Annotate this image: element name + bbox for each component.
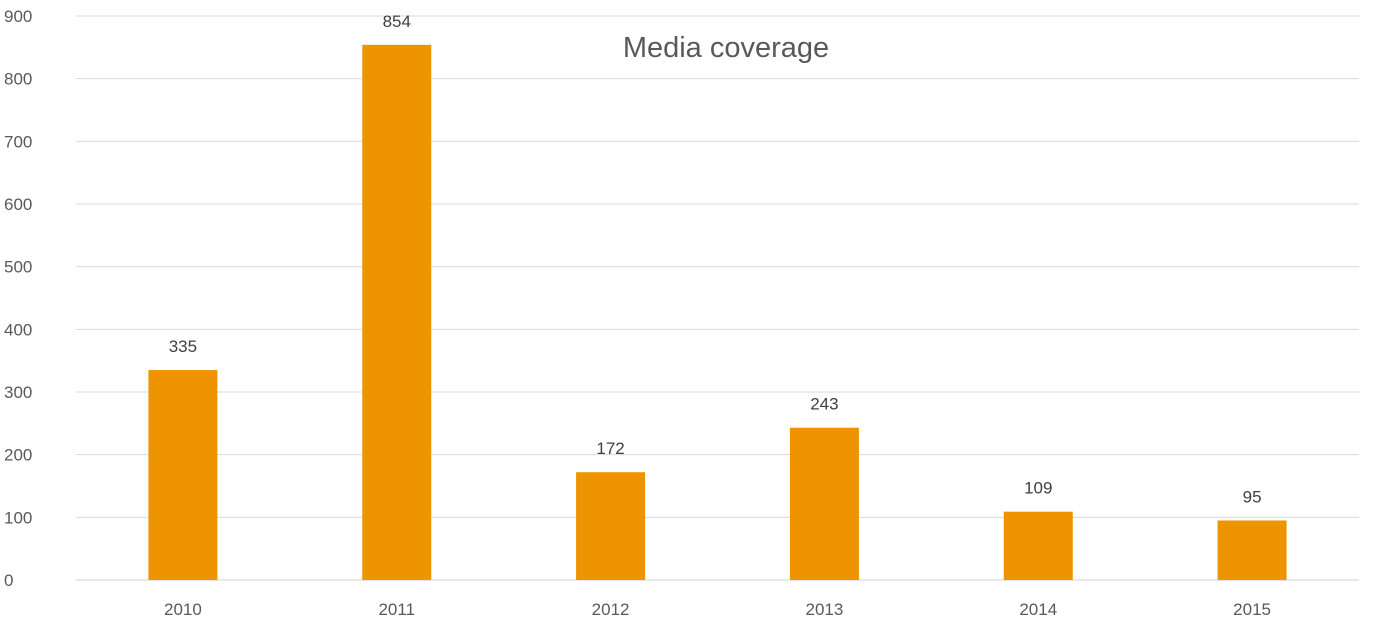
data-label-2014: 109 — [1024, 479, 1052, 498]
x-tick-label-2014: 2014 — [1019, 600, 1057, 619]
y-tick-label: 0 — [4, 571, 13, 590]
y-tick-label: 800 — [4, 70, 32, 89]
y-tick-label: 600 — [4, 195, 32, 214]
y-tick-label: 200 — [4, 446, 32, 465]
y-tick-label: 100 — [4, 508, 32, 527]
y-tick-label: 500 — [4, 258, 32, 277]
bar-2010 — [148, 370, 218, 580]
chart-title: Media coverage — [623, 32, 829, 64]
bar-2011 — [362, 44, 432, 581]
bar-2012 — [576, 472, 646, 580]
x-tick-label-2010: 2010 — [164, 600, 202, 619]
bar-2014 — [1003, 511, 1073, 580]
y-tick-label: 400 — [4, 320, 32, 339]
data-label-2015: 95 — [1243, 487, 1262, 506]
x-axis-ticks: 2010 2011 2012 2013 2014 2015 — [164, 600, 1271, 619]
data-label-2013: 243 — [810, 395, 838, 414]
data-labels: 335 854 172 243 109 95 — [169, 12, 1262, 507]
bar-2015 — [1217, 520, 1287, 580]
y-tick-label: 700 — [4, 132, 32, 151]
data-label-2011: 854 — [383, 12, 411, 31]
y-tick-label: 900 — [4, 7, 32, 26]
x-tick-label-2011: 2011 — [378, 600, 415, 619]
data-label-2010: 335 — [169, 337, 197, 356]
y-axis-ticks: 0 100 200 300 400 500 600 700 800 900 — [4, 7, 32, 590]
bar-2013 — [789, 427, 859, 580]
gridlines — [76, 15, 1359, 581]
y-tick-label: 300 — [4, 383, 32, 402]
x-tick-label-2013: 2013 — [806, 600, 844, 619]
bars — [148, 44, 1287, 581]
data-label-2012: 172 — [596, 439, 624, 458]
x-tick-label-2012: 2012 — [592, 600, 630, 619]
x-tick-label-2015: 2015 — [1233, 600, 1271, 619]
